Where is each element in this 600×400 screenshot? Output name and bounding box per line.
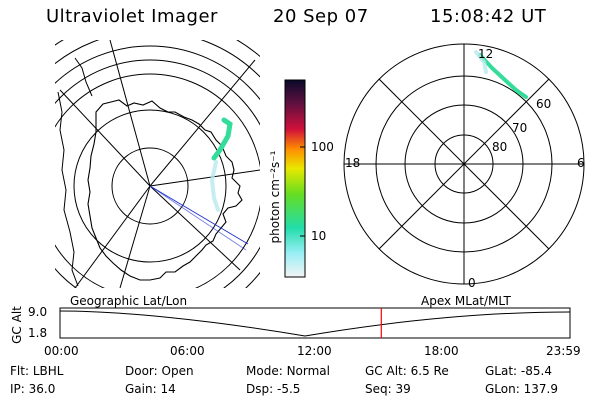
info-glat: GLat: -85.4: [485, 364, 552, 378]
aurora-faint-segment: [474, 50, 488, 74]
timeline-tick-2359: 23:59: [546, 344, 581, 358]
lon-line: [119, 185, 151, 288]
lon-line: [149, 169, 260, 187]
info-ip: IP: 36.0: [10, 382, 56, 396]
lat-circle: [55, 45, 260, 288]
mlt-label-18: 18: [345, 156, 361, 170]
colorbar-tick-100: 100: [311, 140, 334, 154]
mlat-label-60: 60: [536, 97, 552, 111]
lon-line: [109, 40, 151, 187]
coastline-fragment: [74, 57, 93, 97]
left-panel-caption: Geographic Lat/Lon: [70, 294, 188, 308]
info-gc-alt: GC Alt: 6.5 Re: [365, 364, 449, 378]
lon-line: [74, 185, 151, 288]
lat-circle: [73, 109, 227, 263]
info-door: Door: Open: [125, 364, 194, 378]
instrument-title: Ultraviolet Imager: [46, 6, 218, 27]
aurora-oval-segment: [478, 53, 528, 99]
right-panel-caption: Apex MLat/MLT: [421, 294, 511, 308]
coastline-fragment: [57, 91, 79, 287]
info-dsp: Dsp: -5.5: [246, 382, 301, 396]
info-gain: Gain: 14: [125, 382, 176, 396]
orbit-timeline: [59, 307, 571, 339]
colorbar-tick-10: 10: [311, 229, 327, 243]
colorbar: [284, 79, 306, 278]
mlat-label-70: 70: [512, 121, 528, 135]
timeline-tick-1800: 18:00: [424, 344, 459, 358]
mlt-label-0: 0: [468, 276, 476, 290]
timeline-y-top: 9.0: [28, 305, 48, 319]
aurora-arc: [211, 117, 233, 161]
lon-line: [149, 59, 256, 187]
lon-line: [59, 89, 151, 187]
timeline-axis-title: GC Alt: [10, 306, 24, 344]
lat-circle: [111, 147, 189, 225]
time-label: 15:08:42 UT: [430, 6, 547, 27]
lat-circle: [55, 73, 260, 288]
info-glon: GLon: 137.9: [485, 382, 558, 396]
lat-circle: [55, 59, 260, 288]
timeline-tick-0600: 06:00: [170, 344, 205, 358]
mlt-label-12: 12: [478, 47, 494, 61]
timeline-tick-1200: 12:00: [297, 344, 332, 358]
lon-line: [149, 185, 241, 271]
aurora-faint: [209, 160, 220, 212]
mlt-label-6: 6: [577, 156, 585, 170]
info-mode: Mode: Normal: [246, 364, 330, 378]
date-label: 20 Sep 07: [273, 6, 369, 27]
altitude-curve: [59, 310, 571, 337]
satellite-track: [149, 185, 249, 245]
info-filter: Flt: LBHL: [10, 364, 64, 378]
satellite-track: [149, 185, 247, 251]
info-seq: Seq: 39: [365, 382, 411, 396]
timeline-tick-0000: 00:00: [44, 344, 79, 358]
timeline-y-bottom: 1.8: [28, 326, 48, 340]
mlat-label-80: 80: [492, 140, 508, 154]
